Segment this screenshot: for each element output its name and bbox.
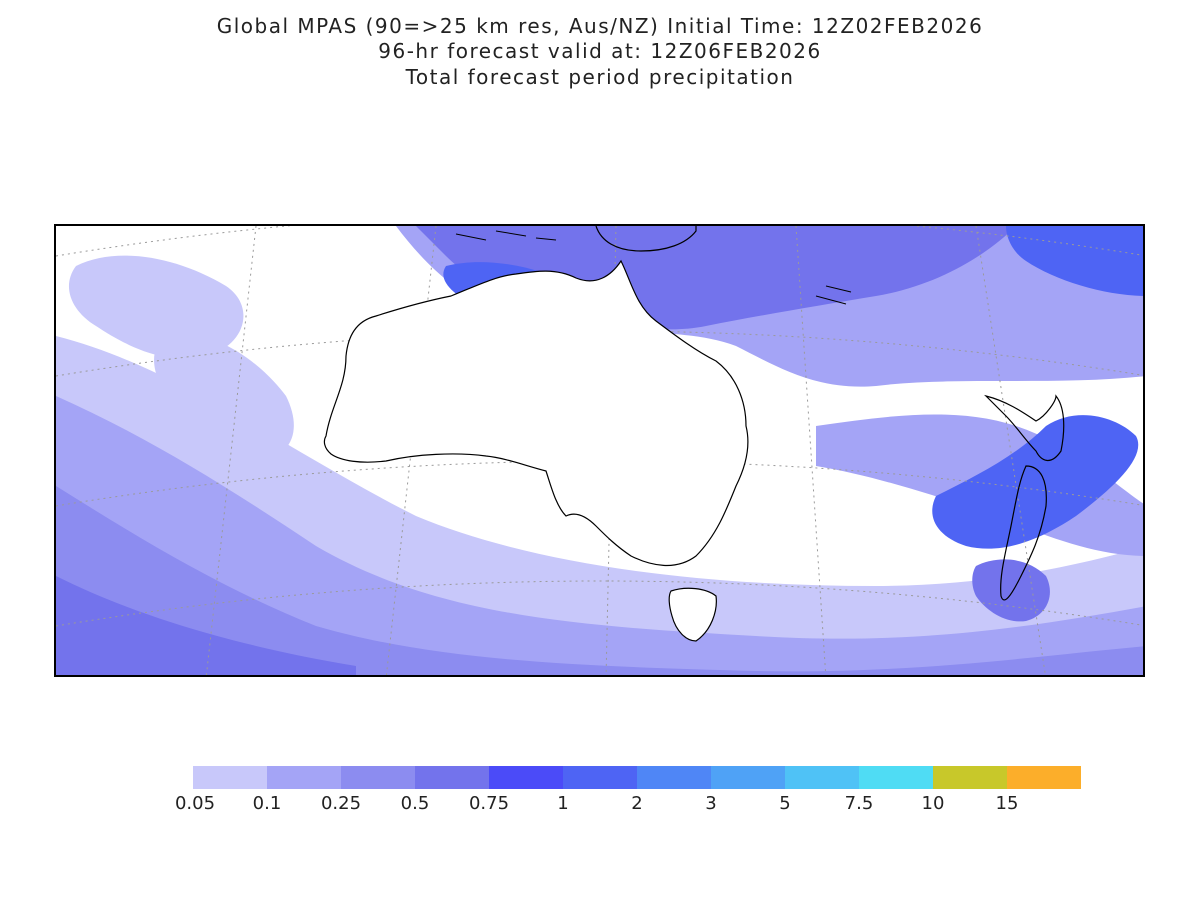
colorbar-tick-label: 0.5	[400, 793, 430, 814]
pacific-northeast-core	[1006, 226, 1143, 296]
colorbar-tick-label: 0.25	[320, 793, 362, 814]
colorbar-swatch	[341, 766, 415, 789]
indian-ocean-patches	[68, 255, 244, 359]
map-title-line-1: Global MPAS (90=>25 km res, Aus/NZ) Init…	[216, 14, 984, 38]
colorbar-tick-label: 7.5	[844, 793, 874, 814]
colorbar-tick-label: 3	[705, 793, 717, 814]
precipitation-colorbar	[193, 766, 1081, 789]
colorbar-swatch	[859, 766, 933, 789]
colorbar-labels: 0.05 0.1 0.25 0.5 0.75 1 2 3 5 7.5 10 15	[0, 793, 1200, 817]
colorbar-tick-label: 5	[779, 793, 791, 814]
southern-ocean-band-mid	[56, 396, 1143, 675]
solomon-islands	[815, 285, 852, 305]
tasmania-coastline	[668, 587, 717, 642]
colorbar-tick-label: 2	[631, 793, 643, 814]
nz-south-island	[1000, 465, 1047, 601]
colorbar-swatch	[193, 766, 267, 789]
colorbar-tick-label: 0.1	[252, 793, 282, 814]
australia-coastline	[323, 259, 749, 567]
precipitation-map	[54, 224, 1145, 677]
nz-north-island	[984, 394, 1065, 461]
southern-ocean-band-edge	[56, 576, 356, 675]
nz-rain-band-south	[972, 559, 1050, 622]
colorbar-swatch	[415, 766, 489, 789]
colorbar-tick-label: 10	[921, 793, 945, 814]
colorbar-tick-label: 0.75	[468, 793, 510, 814]
map-title-line-3: Total forecast period precipitation	[405, 65, 795, 89]
colorbar-swatch	[785, 766, 859, 789]
colorbar-swatch	[563, 766, 637, 789]
colorbar-swatch	[711, 766, 785, 789]
colorbar-tick-label: 15	[995, 793, 1019, 814]
colorbar-swatch	[267, 766, 341, 789]
colorbar-swatch	[637, 766, 711, 789]
colorbar-swatch	[933, 766, 1007, 789]
indian-ocean-patches-2	[154, 334, 294, 458]
colorbar-tick-label: 1	[557, 793, 569, 814]
colorbar-swatch	[489, 766, 563, 789]
nz-rain-strong	[932, 415, 1139, 549]
colorbar-tick-label: 0.05	[174, 793, 216, 814]
map-title-line-2: 96-hr forecast valid at: 12Z06FEB2026	[378, 39, 822, 63]
map-canvas	[56, 226, 1143, 675]
colorbar-swatch	[1007, 766, 1081, 789]
new-guinea-coastline	[595, 226, 697, 252]
indonesia-islands	[455, 230, 557, 241]
